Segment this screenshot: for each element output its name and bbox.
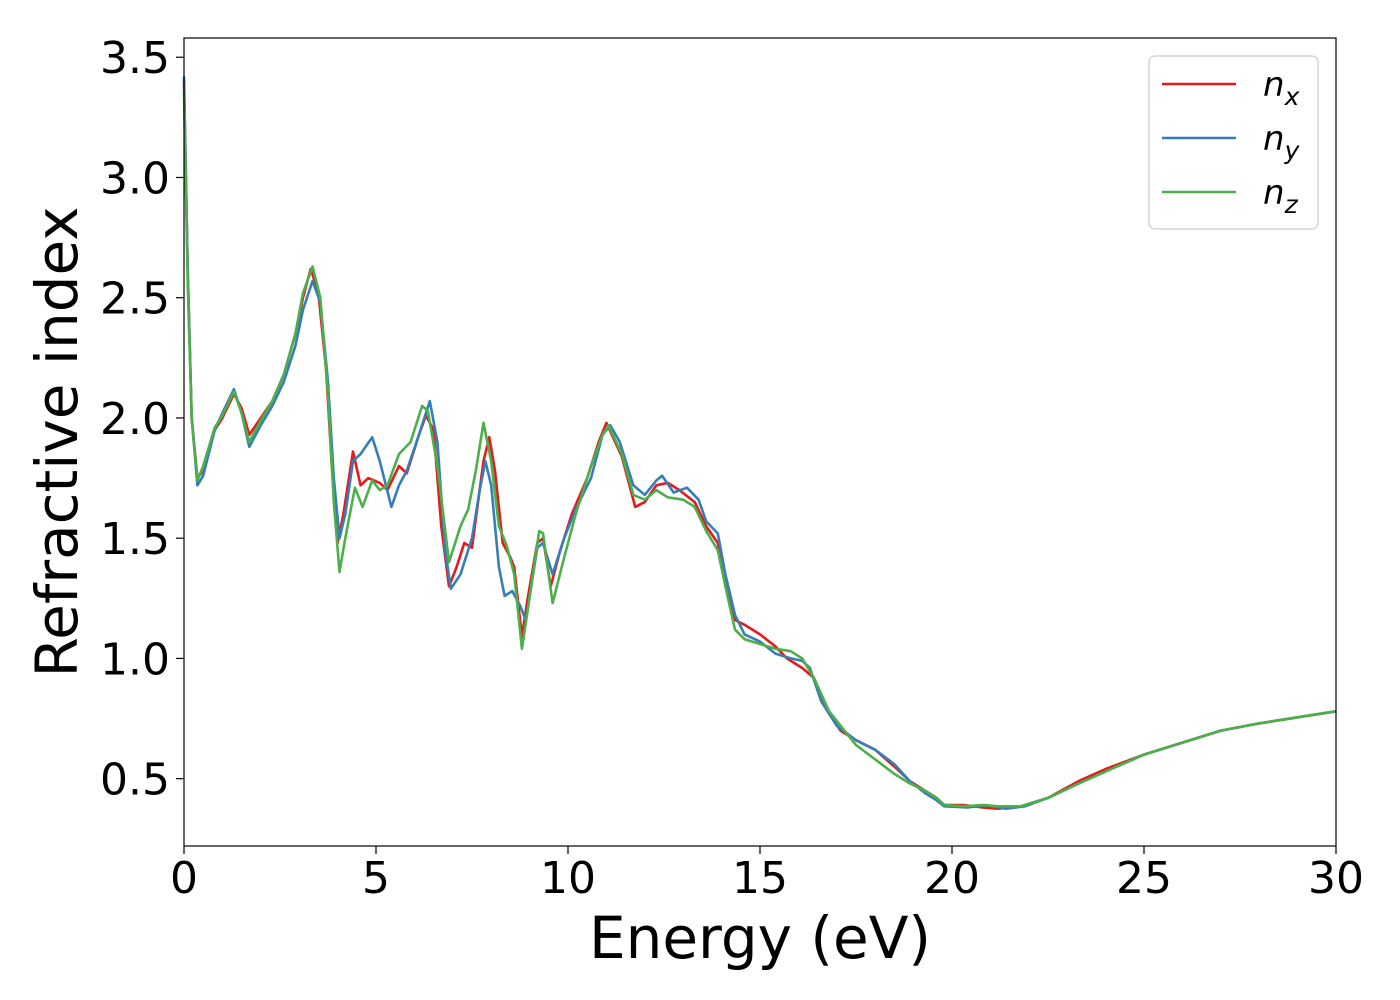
- legend: nx ny nz: [1148, 55, 1319, 230]
- x-tick-label: 20: [924, 853, 980, 904]
- legend-box: [1148, 55, 1319, 230]
- legend-label-n_z: nz: [1263, 173, 1299, 219]
- y-tick-label: 1.5: [100, 514, 170, 565]
- y-tick-label: 1.0: [100, 634, 170, 685]
- series-line-n_y: [182, 76, 1337, 810]
- y-tick-label: 0.5: [100, 755, 170, 806]
- x-tick-label: 15: [732, 853, 788, 904]
- y-tick-label: 2.0: [100, 394, 170, 445]
- y-tick-label: 2.5: [100, 274, 170, 325]
- x-tick-label: 10: [540, 853, 596, 904]
- y-tick-label: 3.5: [100, 33, 170, 84]
- x-tick-label: 0: [170, 853, 198, 904]
- legend-label-n_x: nx: [1263, 65, 1300, 111]
- x-axis: 0 5 10 15 20 25 30: [170, 846, 1364, 904]
- plot-lines: [182, 76, 1337, 810]
- y-axis: 0.5 1.0 1.5 2.0 2.5 3.0 3.5: [100, 33, 184, 806]
- y-axis-label: Refractive index: [23, 206, 91, 677]
- y-tick-label: 3.0: [100, 153, 170, 204]
- x-axis-label: Energy (eV): [589, 904, 931, 972]
- x-tick-label: 5: [362, 853, 390, 904]
- x-tick-label: 30: [1308, 853, 1364, 904]
- legend-label-n_y: ny: [1263, 119, 1301, 165]
- series-line-n_z: [182, 93, 1337, 808]
- x-tick-label: 25: [1116, 853, 1172, 904]
